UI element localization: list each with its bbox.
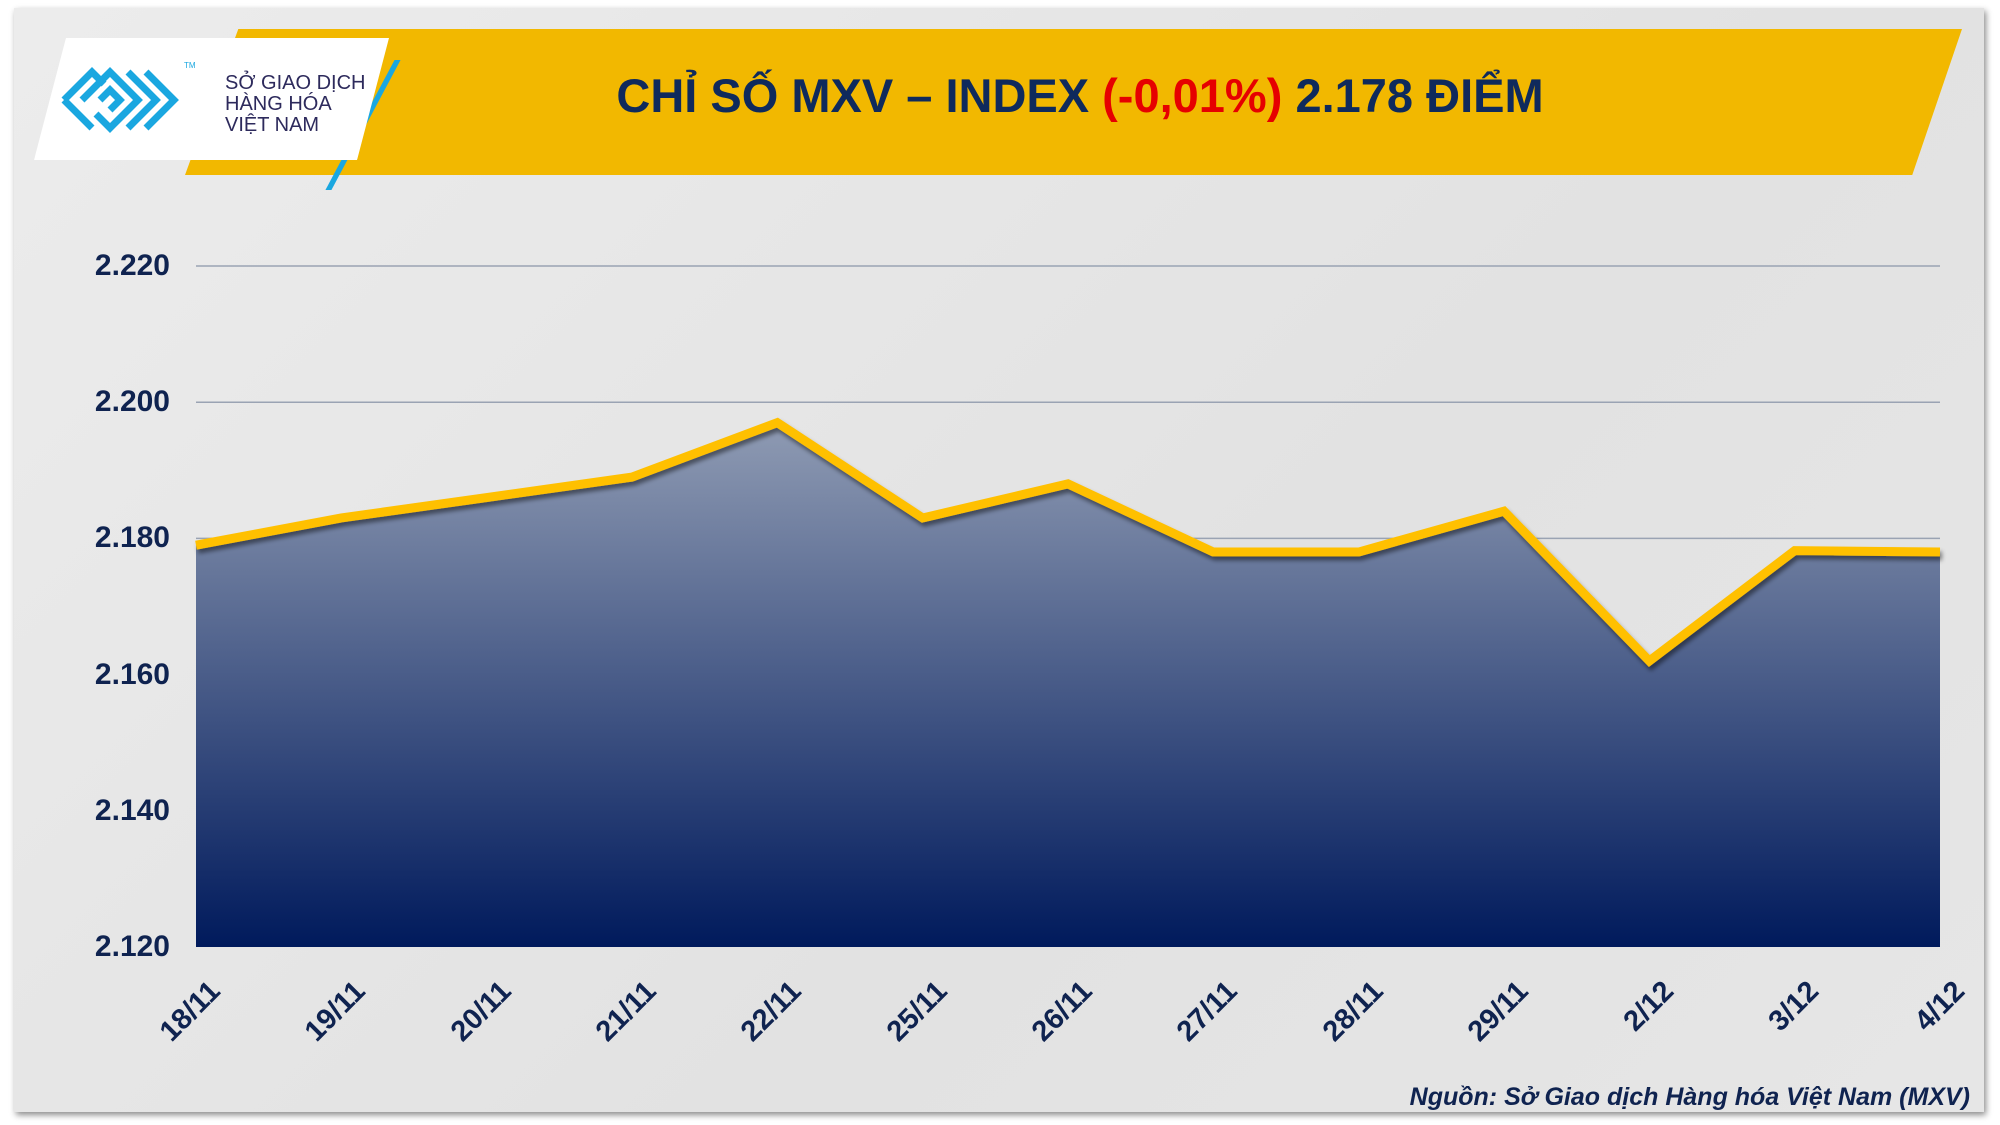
mxv-logo-icon: TM [61,61,196,133]
title-suffix: 2.178 ĐIỂM [1282,69,1544,122]
y-tick-label: 2.220 [94,249,170,282]
logo-line: VIỆT NAM [225,114,320,136]
logo-tm: TM [184,61,196,70]
logo-line: SỞ GIAO DỊCH [225,72,366,94]
chart-title: CHỈ SỐ MXV – INDEX (-0,01%) 2.178 ĐIỂM [400,68,1760,123]
y-tick-label: 2.120 [94,930,170,963]
y-tick-label: 2.140 [94,793,170,827]
y-tick-label: 2.160 [94,657,170,691]
logo-line: HÀNG HÓA [225,93,332,115]
source-note: Nguồn: Sở Giao dịch Hàng hóa Việt Nam (M… [1409,1083,1970,1111]
y-tick-label: 2.200 [94,385,170,419]
y-tick-label: 2.180 [94,521,170,555]
area-fill [196,422,1940,947]
logo-card: TM [34,38,389,160]
logo-text: SỞ GIAO DỊCH HÀNG HÓA VIỆT NAM [225,73,366,136]
title-change: (-0,01%) [1102,69,1283,122]
title-banner [185,29,1962,175]
title-prefix: CHỈ SỐ MXV – INDEX [616,69,1103,122]
